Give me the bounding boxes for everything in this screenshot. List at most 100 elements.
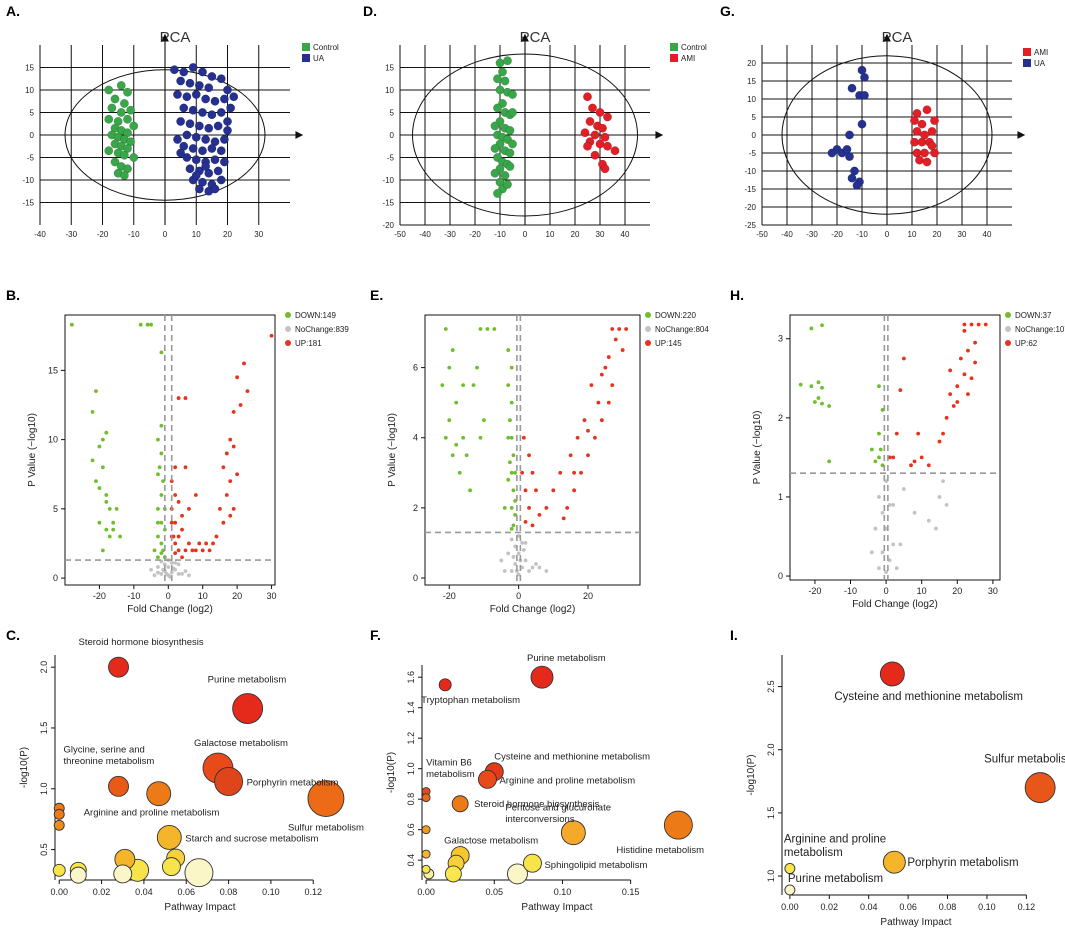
- bubble-label: Porphyrin metabolism: [907, 857, 1018, 869]
- data-point: [490, 144, 500, 153]
- data-point: [568, 453, 573, 458]
- data-point: [523, 488, 528, 493]
- data-point: [922, 105, 932, 115]
- y-tick-label: 1.4: [406, 701, 416, 714]
- bubble: [53, 819, 65, 831]
- data-point: [877, 431, 881, 436]
- data-point: [185, 164, 195, 174]
- data-point: [176, 562, 181, 567]
- data-point: [613, 337, 618, 342]
- data-point: [508, 460, 512, 465]
- data-point: [944, 502, 949, 507]
- chart-title: PCA: [520, 29, 551, 46]
- x-tick-label: 10: [546, 230, 555, 239]
- data-point: [223, 117, 232, 126]
- data-point: [191, 132, 201, 142]
- data-point: [173, 551, 178, 556]
- x-tick-label: -20: [469, 230, 481, 239]
- data-point: [600, 132, 610, 142]
- data-point: [958, 356, 963, 361]
- chart-g: PCA-50 -40 -30 -20 -10 0 10 20 30 40-25-20-15-10-…: [744, 29, 1048, 239]
- legend-marker: [285, 326, 291, 332]
- data-point: [508, 139, 517, 149]
- data-point: [516, 551, 521, 556]
- bubble-label: Glycine, serine and: [64, 744, 145, 755]
- y-tick-label: -10: [22, 176, 34, 185]
- data-point: [502, 505, 507, 510]
- data-point: [226, 103, 236, 113]
- data-point: [90, 458, 95, 463]
- y-tick-label: -15: [22, 199, 34, 208]
- x-tick-label: 0.00: [781, 902, 799, 912]
- data-point: [509, 505, 514, 510]
- data-point: [492, 327, 497, 331]
- data-point: [194, 184, 204, 194]
- bubble-label: Steroid hormone biosynthesis: [79, 637, 204, 648]
- data-point: [586, 453, 590, 458]
- bubble: [438, 678, 452, 692]
- data-point: [69, 322, 74, 327]
- x-tick-label: -10: [127, 591, 140, 601]
- data-point: [187, 506, 191, 511]
- data-point: [493, 103, 502, 113]
- y-tick-label: 1.5: [39, 722, 49, 735]
- data-point: [207, 110, 217, 120]
- data-point: [219, 135, 229, 144]
- data-point: [182, 153, 192, 162]
- data-point: [969, 376, 974, 381]
- data-point: [599, 418, 604, 423]
- x-tick-label: 40: [621, 230, 630, 239]
- data-point: [500, 171, 510, 180]
- data-point: [210, 96, 220, 106]
- data-point: [231, 506, 236, 511]
- data-point: [440, 383, 445, 388]
- x-tick-label: 0.08: [220, 887, 238, 897]
- data-point: [544, 569, 549, 573]
- y-tick-label: 2.0: [39, 661, 49, 674]
- data-point: [443, 327, 448, 331]
- data-point: [561, 516, 566, 521]
- plot-frame: [64, 314, 276, 586]
- legend-label: UA: [313, 54, 325, 63]
- data-point: [537, 565, 542, 570]
- data-point: [877, 455, 881, 460]
- data-point: [530, 470, 535, 475]
- data-point: [816, 380, 821, 385]
- x-tick-label: 30: [254, 230, 263, 239]
- data-point: [606, 355, 611, 359]
- x-tick-label: 0.10: [262, 887, 280, 897]
- data-point: [183, 548, 188, 553]
- data-point: [183, 465, 188, 470]
- data-point: [182, 92, 192, 102]
- bubbles: [784, 661, 1056, 896]
- data-point: [149, 322, 153, 327]
- data-point: [200, 548, 205, 553]
- legend-marker: [285, 340, 291, 346]
- data-point: [511, 488, 516, 493]
- data-point: [156, 506, 160, 511]
- x-axis-label: Fold Change (log2): [127, 604, 213, 615]
- data-point: [111, 520, 116, 525]
- data-point: [551, 488, 556, 493]
- data-point: [228, 437, 233, 442]
- data-point: [509, 470, 514, 475]
- data-point: [152, 548, 157, 553]
- data-point: [521, 435, 526, 440]
- data-point: [513, 562, 518, 566]
- data-point: [527, 569, 531, 573]
- data-point: [898, 542, 903, 547]
- data-point: [218, 506, 222, 511]
- chart-title: PCA: [882, 29, 913, 46]
- data-point: [191, 90, 201, 99]
- bubble: [478, 769, 497, 789]
- x-tick-label: 10: [908, 230, 917, 239]
- x-tick-label: -40: [419, 230, 431, 239]
- y-tick-label: 15: [747, 77, 756, 86]
- data-point: [588, 103, 597, 113]
- y-tick-label: 2: [778, 413, 783, 423]
- data-point: [104, 146, 114, 156]
- data-point: [182, 130, 192, 140]
- chart-title: PCA: [160, 29, 191, 46]
- bubble: [52, 863, 66, 877]
- data-point: [176, 76, 186, 86]
